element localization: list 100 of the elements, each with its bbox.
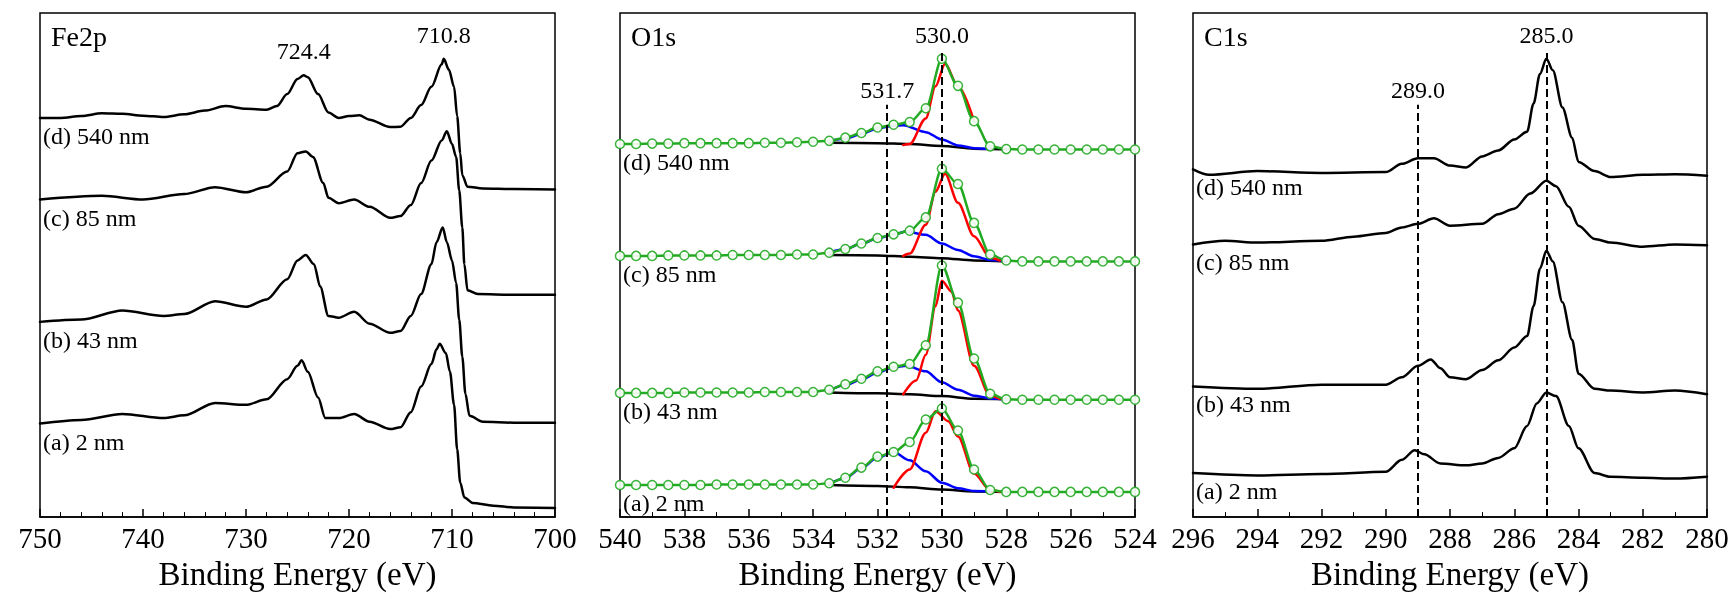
point (743, 479, 754, 490)
point (823, 247, 835, 258)
point (1001, 255, 1012, 266)
point (1017, 486, 1028, 498)
x-tick-label: 282 (1621, 521, 1665, 554)
x-tick-label: 534 (791, 521, 836, 554)
x-tick-label: 530 (920, 521, 964, 554)
point (1049, 144, 1060, 155)
point (679, 479, 690, 491)
point (1129, 486, 1141, 498)
point (856, 373, 867, 384)
point (840, 472, 851, 483)
ref-line-label: 289.0 (1390, 76, 1445, 103)
series-label: (b) 43 nm (1196, 391, 1291, 418)
point (984, 141, 996, 152)
point (920, 212, 932, 223)
point (807, 249, 819, 260)
point (663, 387, 674, 399)
point (775, 249, 787, 261)
point (646, 387, 658, 399)
point (711, 387, 722, 398)
series-label: (c) 85 nm (43, 204, 137, 231)
x-tick-label: 540 (598, 521, 642, 554)
point (630, 479, 642, 491)
point (968, 115, 980, 127)
point (904, 116, 915, 128)
series-label: (d) 540 nm (43, 122, 150, 149)
chart-title: Fe2p (51, 20, 107, 52)
point (759, 249, 771, 261)
point (968, 217, 980, 229)
point (630, 250, 642, 262)
point (614, 387, 626, 399)
x-tick-label: 296 (1171, 521, 1215, 554)
point (1001, 143, 1012, 155)
point (775, 479, 787, 490)
point (711, 250, 722, 261)
point (904, 358, 915, 370)
point (1113, 144, 1125, 155)
point (663, 138, 674, 149)
ref-line-label: 285.0 (1519, 21, 1574, 48)
point (663, 479, 674, 491)
point (663, 250, 674, 261)
point (1001, 394, 1012, 405)
point (952, 178, 964, 190)
x-axis-title: Binding Energy (eV) (158, 555, 437, 593)
point (823, 477, 835, 489)
point (840, 378, 851, 390)
x-tick-label: 280 (1685, 521, 1729, 554)
point (1113, 256, 1125, 267)
chart-title: O1s (631, 20, 677, 52)
point (695, 387, 706, 398)
point (840, 132, 851, 143)
point (1129, 144, 1141, 155)
point (1065, 256, 1076, 267)
point (1097, 256, 1109, 267)
point (1113, 394, 1125, 406)
point (1033, 394, 1044, 406)
series-label: (d) 540 nm (623, 149, 730, 176)
ref-line-label: 530.0 (914, 21, 969, 48)
point (614, 250, 626, 262)
ref-line-label: 531.7 (860, 76, 915, 103)
point (614, 479, 626, 491)
point (984, 484, 996, 496)
series-label: (d) 540 nm (1196, 174, 1303, 201)
point (727, 137, 738, 149)
point (1017, 394, 1028, 406)
point (646, 250, 658, 262)
point (646, 138, 658, 149)
x-tick-label: 284 (1556, 521, 1601, 554)
x-tick-label: 730 (224, 521, 268, 554)
chart-title: C1s (1204, 20, 1248, 52)
point (791, 249, 803, 260)
point (904, 436, 915, 448)
series-label: (b) 43 nm (43, 326, 138, 353)
point (1129, 394, 1141, 406)
point (920, 414, 932, 425)
point (856, 462, 867, 473)
point (1097, 144, 1109, 155)
point (872, 366, 883, 377)
point (1081, 486, 1092, 498)
point (1081, 394, 1092, 406)
point (872, 451, 883, 462)
point (888, 119, 899, 131)
series-label: (c) 85 nm (1196, 249, 1290, 276)
point (1001, 486, 1012, 498)
point (1065, 394, 1076, 406)
point (952, 80, 964, 92)
point (904, 225, 915, 236)
x-tick-label: 700 (533, 521, 577, 554)
point (920, 103, 932, 114)
annotation: 710.8 (416, 21, 471, 48)
point (807, 386, 819, 398)
point (984, 249, 996, 260)
point (888, 229, 899, 240)
point (1049, 486, 1060, 498)
point (775, 386, 787, 398)
x-tick-label: 532 (855, 521, 900, 554)
point (888, 361, 899, 373)
point (888, 446, 899, 458)
point (856, 238, 867, 249)
